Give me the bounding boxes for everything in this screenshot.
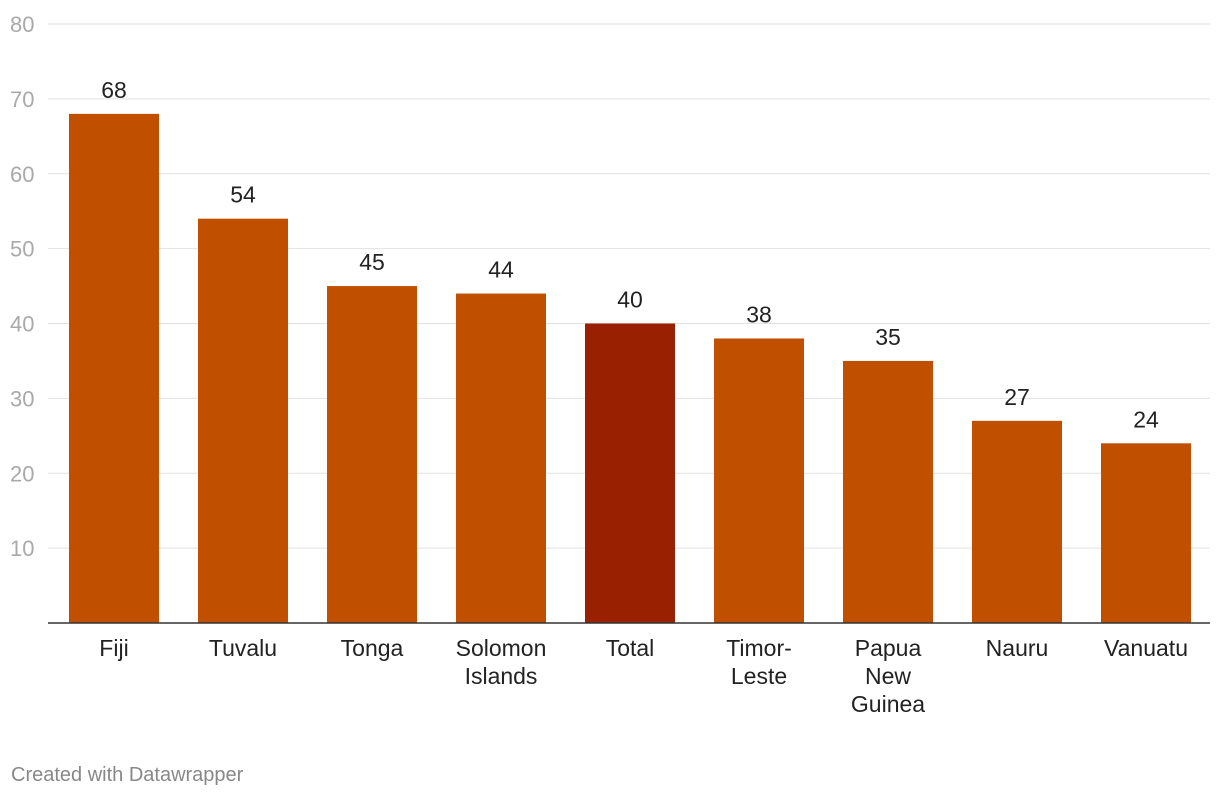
y-tick-label: 30 [10,386,34,411]
y-axis-ticks: 10 20 30 40 50 60 70 80 [10,12,34,561]
x-tick-label: Tuvalu [209,635,277,661]
value-label: 27 [1004,384,1030,410]
x-tick-label: Total [606,635,655,661]
bar-timor-leste [714,338,804,623]
y-tick-label: 70 [10,87,34,112]
value-labels: 68 54 45 44 40 38 35 27 24 [101,77,1159,432]
value-label: 68 [101,77,127,103]
y-tick-label: 10 [10,536,34,561]
value-label: 38 [746,301,772,327]
bar-vanuatu [1101,443,1191,623]
bar-fiji [69,113,159,623]
y-tick-label: 80 [10,12,34,37]
x-tick-label: Nauru [986,635,1049,661]
bar-total [585,323,675,623]
x-tick-label: Vanuatu [1104,635,1188,661]
bar-chart: 10 20 30 40 50 60 70 80 68 54 45 44 40 38 35 27 24 Fiji… [10,12,1210,717]
value-label: 40 [617,287,643,313]
y-tick-label: 60 [10,162,34,187]
bar-tonga [327,286,417,623]
bars [69,113,1191,624]
x-tick-label: Guinea [851,691,925,717]
x-tick-label: Papua [855,635,922,661]
x-tick-label: Timor- [726,635,792,661]
value-label: 45 [359,249,385,275]
x-tick-label: New [865,663,911,689]
y-tick-label: 20 [10,461,34,486]
x-tick-label: Solomon [456,635,547,661]
x-tick-label: Islands [465,663,538,689]
value-label: 35 [875,324,901,350]
bar-nauru [972,420,1062,623]
x-tick-label: Tonga [341,635,404,661]
y-tick-label: 40 [10,312,34,337]
bar-papua-new-guinea [843,360,933,623]
value-label: 44 [488,257,514,283]
bar-tuvalu [198,218,288,624]
x-tick-label: Fiji [99,635,128,661]
value-label: 54 [230,182,256,208]
bar-solomon-islands [456,293,546,623]
y-tick-label: 50 [10,237,34,262]
x-tick-label: Leste [731,663,787,689]
value-label: 24 [1133,406,1159,432]
datawrapper-credit: Created with Datawrapper [11,764,244,786]
